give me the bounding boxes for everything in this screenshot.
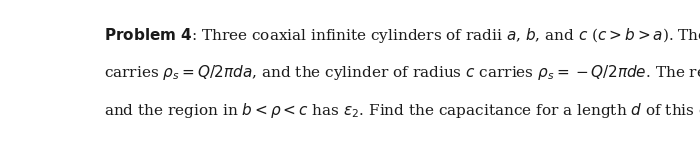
Text: carries $\rho_s = Q/2\pi da$, and the cylinder of radius $c$ carries $\rho_s = -: carries $\rho_s = Q/2\pi da$, and the cy… [104,63,700,82]
Text: $\mathbf{Problem\ 4}$: Three coaxial infinite cylinders of radii $a$, $b$, and $: $\mathbf{Problem\ 4}$: Three coaxial inf… [104,26,700,45]
Text: and the region in $b < \rho < c$ has $\varepsilon_2$. Find the capacitance for a: and the region in $b < \rho < c$ has $\v… [104,101,700,120]
